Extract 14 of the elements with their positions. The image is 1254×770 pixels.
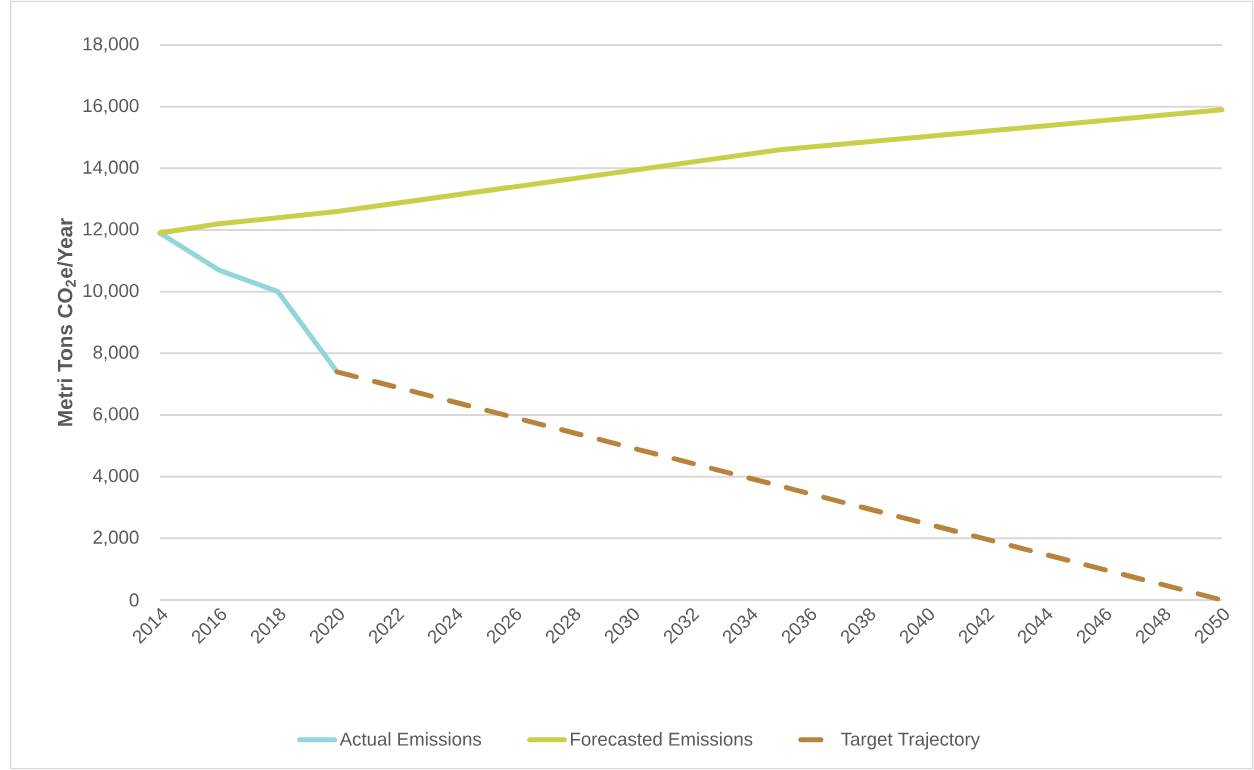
y-tick-label: 8,000 xyxy=(93,345,139,362)
y-tick-label: 18,000 xyxy=(83,37,139,53)
y-tick-label: 12,000 xyxy=(83,222,139,238)
y-tick-label: 14,000 xyxy=(83,160,139,177)
legend-label: Forecasted Emissions xyxy=(570,732,753,746)
y-axis-title: Metri Tons CO$_{2}$e/Year xyxy=(57,218,76,426)
y-tick-label: 6,000 xyxy=(93,407,139,423)
y-tick-label: 2,000 xyxy=(93,530,139,547)
legend-label: Target Trajectory xyxy=(841,732,981,750)
y-tick-label: 10,000 xyxy=(83,283,139,300)
legend-label: Actual Emissions xyxy=(339,732,482,746)
y-tick-label: 0 xyxy=(129,593,139,607)
y-tick-label: 4,000 xyxy=(93,468,139,485)
y-tick-label: 16,000 xyxy=(83,98,139,115)
